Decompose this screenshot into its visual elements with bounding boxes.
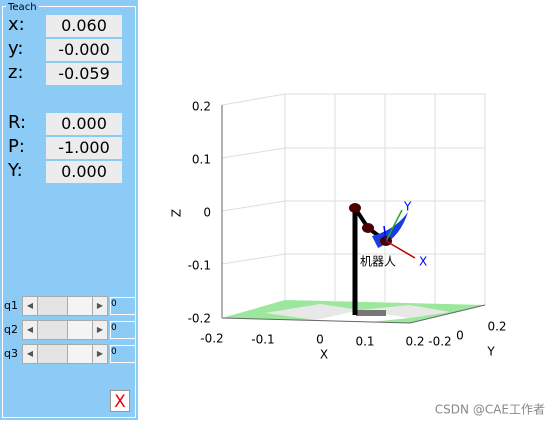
z-tick-label: -0.2 (188, 312, 211, 326)
x-tick-label: -0.1 (251, 333, 274, 347)
x-tick-label: 0.1 (355, 335, 374, 349)
field-label: R: (8, 112, 27, 133)
field-value: 0.000 (46, 161, 122, 183)
joint-slider[interactable]: ◀ ▶ (22, 296, 108, 316)
group-box (2, 6, 136, 418)
slider-part[interactable]: ▶ (92, 321, 107, 339)
joint-value: 0 (110, 297, 136, 315)
field-label: y: (8, 38, 24, 59)
slider-part[interactable]: ◀ (23, 297, 38, 315)
field-label: z: (8, 62, 24, 83)
axis-lines (221, 105, 486, 324)
field-label: P: (8, 136, 25, 157)
field-value: 0.000 (46, 113, 122, 135)
field-value: -0.059 (46, 63, 122, 85)
joint-label: q1 (4, 299, 18, 312)
x-tick-label: 0.2 (405, 335, 424, 349)
joint-value: 0 (110, 345, 136, 363)
field-value: 0.060 (46, 15, 122, 37)
frame-x-label: X (419, 255, 427, 269)
watermark: CSDN @CAE工作者 (435, 403, 545, 417)
joint-value: 0 (110, 321, 136, 339)
slider-part[interactable]: ▶ (92, 297, 107, 315)
slider-part[interactable]: ◀ (23, 321, 38, 339)
joint-label: q2 (4, 323, 18, 336)
field-label: x: (8, 14, 25, 35)
plot-text: 0.2 0.1 0 -0.1 -0.2 -0.2 -0.1 0 0.1 0.2 -0.2 0 0.2 Z X… (170, 100, 546, 417)
y-tick-label: 0 (456, 329, 464, 343)
z-tick-label: 0 (203, 206, 211, 220)
field-label: Y: (8, 160, 23, 181)
y-tick-label: -0.2 (428, 335, 451, 349)
z-tick-label: 0.2 (192, 100, 211, 114)
y-axis-label: Y (486, 345, 495, 359)
teach-panel: Teach x: 0.060 y: -0.000 z: -0.059 R: 0.000 P: -1… (0, 0, 138, 420)
robot-name: 机器人 (360, 255, 396, 269)
z-axis-label: Z (170, 209, 184, 217)
x-tick-label: 0 (316, 333, 324, 347)
robot (349, 203, 416, 315)
slider-part[interactable]: ▶ (92, 345, 107, 363)
joint-label: q3 (4, 347, 18, 360)
joint-slider[interactable]: ◀ ▶ (22, 344, 108, 364)
field-value: -1.000 (46, 137, 122, 159)
joint-slider[interactable]: ◀ ▶ (22, 320, 108, 340)
frame-y-label: Y (403, 200, 412, 214)
close-button[interactable]: X (110, 390, 130, 412)
z-tick-label: -0.1 (188, 259, 211, 273)
group-title: Teach (6, 2, 39, 13)
slider-part[interactable]: ◀ (23, 345, 38, 363)
x-tick-label: -0.2 (200, 332, 223, 346)
z-tick-label: 0.1 (192, 153, 211, 167)
axes-box (221, 93, 486, 318)
y-tick-label: 0.2 (487, 320, 506, 334)
field-value: -0.000 (46, 39, 122, 61)
x-axis-label: X (320, 348, 328, 362)
